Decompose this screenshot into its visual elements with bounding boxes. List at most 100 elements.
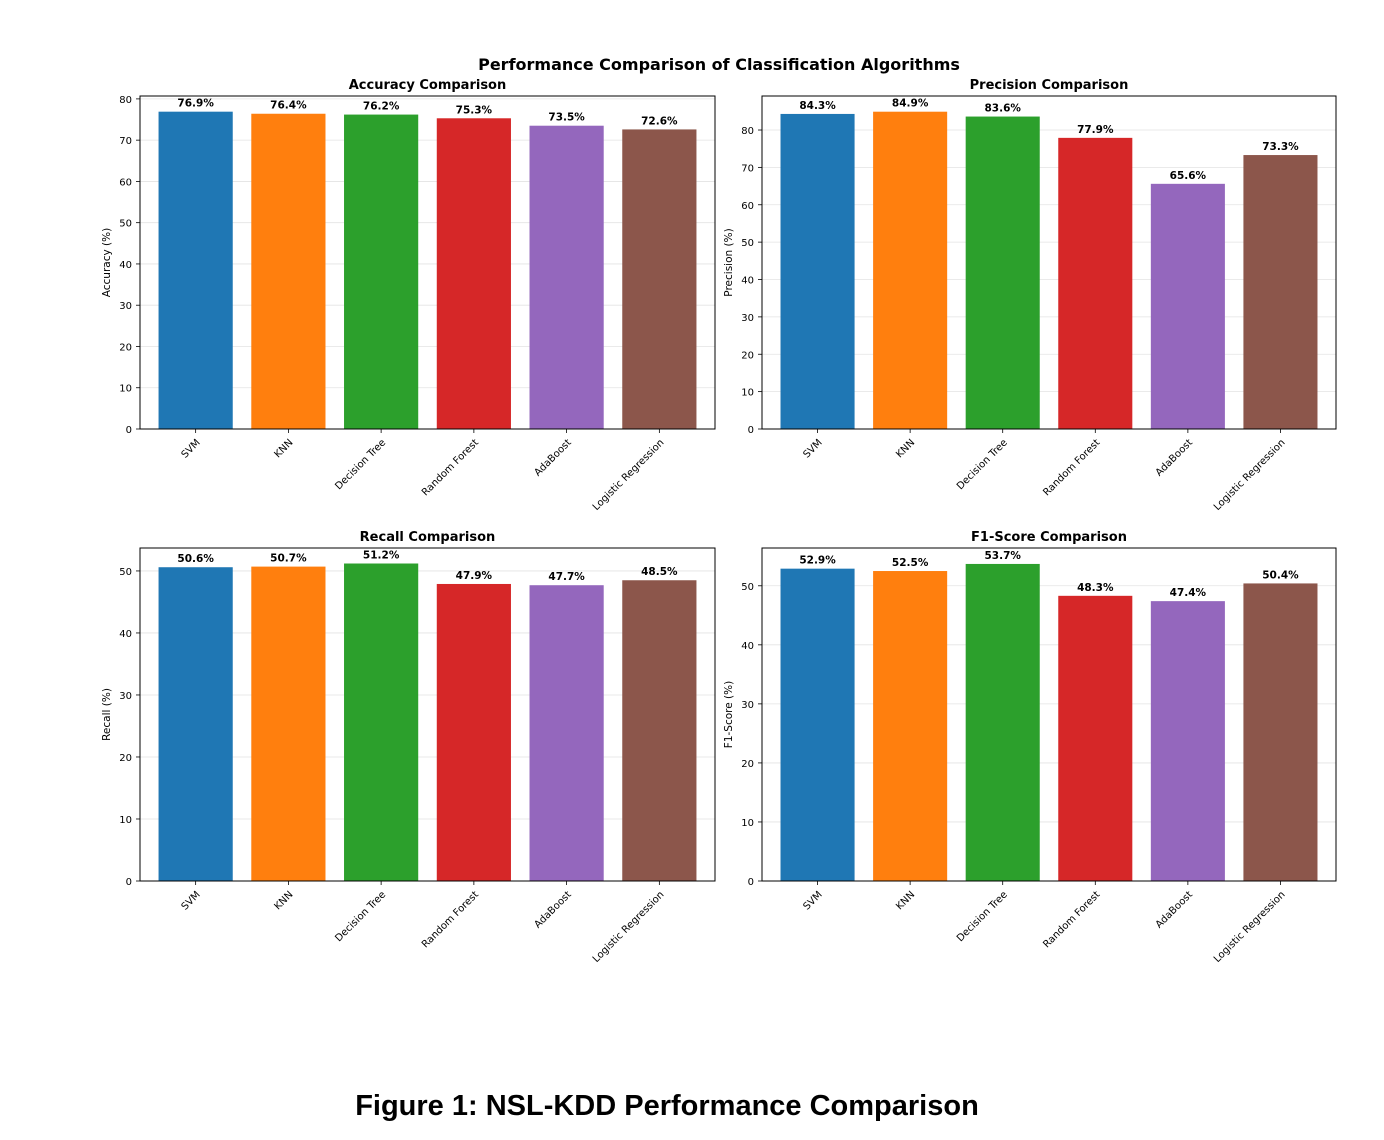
bar: [529, 585, 604, 881]
y-tick-label: 40: [741, 641, 754, 652]
x-tick-label: Logistic Regression: [591, 889, 667, 965]
x-tick-label: Decision Tree: [333, 889, 388, 944]
bar-value-label: 73.5%: [548, 112, 585, 124]
x-tick-label: Random Forest: [1041, 889, 1102, 950]
x-tick-label: SVM: [801, 437, 824, 460]
bar-value-label: 83.6%: [984, 103, 1021, 115]
x-tick-label: AdaBoost: [532, 889, 573, 930]
bar: [251, 566, 326, 881]
y-tick-label: 70: [741, 163, 754, 174]
y-tick-label: 40: [741, 276, 754, 287]
bar-value-label: 50.4%: [1262, 569, 1299, 581]
bar: [1243, 155, 1318, 429]
bar: [344, 563, 419, 881]
y-tick-label: 50: [119, 219, 132, 230]
bar: [344, 114, 419, 429]
x-tick-label: Logistic Regression: [591, 437, 667, 513]
y-axis-label: F1-Score (%): [723, 681, 735, 748]
y-tick-label: 0: [126, 877, 132, 888]
x-tick-label: KNN: [894, 889, 917, 912]
y-tick-label: 10: [119, 384, 132, 395]
bar: [965, 563, 1040, 881]
bar: [1150, 601, 1225, 881]
x-tick-label: KNN: [894, 437, 917, 460]
bar: [436, 118, 511, 429]
bar: [1150, 183, 1225, 429]
y-axis-label: Recall (%): [101, 688, 113, 741]
bar-value-label: 53.7%: [984, 550, 1021, 562]
y-tick-label: 20: [119, 342, 132, 353]
bar: [436, 583, 511, 881]
bar-value-label: 77.9%: [1077, 124, 1114, 136]
x-tick-label: Random Forest: [420, 889, 481, 950]
subplot-title: Recall Comparison: [360, 530, 496, 545]
y-tick-label: 20: [741, 759, 754, 770]
bar-value-label: 76.4%: [270, 100, 307, 112]
bar: [780, 568, 855, 881]
bar: [780, 113, 855, 429]
bar: [873, 571, 948, 881]
bar: [158, 111, 233, 429]
y-tick-label: 40: [119, 629, 132, 640]
f1-chart: 0 10 20 30 40 50 52.9% 52.5% 53.7% 48.3% 47.4% 50.4…: [723, 530, 1337, 965]
y-tick-label: 40: [119, 260, 132, 271]
x-tick-label: AdaBoost: [1154, 437, 1195, 478]
bar-value-label: 47.7%: [548, 571, 585, 583]
x-tick-label: Logistic Regression: [1212, 889, 1288, 965]
bar-value-label: 52.5%: [892, 557, 929, 569]
bar: [965, 116, 1040, 430]
x-tick-label: Decision Tree: [955, 889, 1010, 944]
bar-value-label: 76.9%: [177, 98, 214, 110]
bar: [622, 580, 697, 881]
bar-value-label: 47.9%: [456, 570, 493, 582]
y-tick-label: 0: [126, 425, 132, 436]
bar-value-label: 75.3%: [456, 104, 493, 116]
x-tick-label: Random Forest: [1041, 437, 1102, 498]
x-tick-label: AdaBoost: [532, 437, 573, 478]
axes-frame: [139, 95, 716, 430]
y-tick-label: 80: [741, 126, 754, 137]
x-tick-label: Decision Tree: [333, 437, 388, 492]
bar: [251, 113, 326, 429]
bar-value-label: 52.9%: [799, 555, 836, 567]
x-tick-label: KNN: [273, 437, 296, 460]
x-tick-label: Decision Tree: [955, 437, 1010, 492]
x-tick-label: AdaBoost: [1154, 889, 1195, 930]
x-tick-label: SVM: [180, 437, 203, 460]
y-tick-label: 70: [119, 136, 132, 147]
y-tick-label: 30: [119, 301, 132, 312]
bar-value-label: 84.3%: [799, 100, 836, 112]
y-tick-label: 20: [119, 753, 132, 764]
bar-value-label: 47.4%: [1170, 587, 1207, 599]
figure-title: Performance Comparison of Classification…: [478, 55, 960, 74]
figure-caption: Figure 1: NSL-KDD Performance Comparison: [355, 1090, 979, 1122]
y-tick-label: 50: [741, 582, 754, 593]
bar-value-label: 72.6%: [641, 115, 678, 127]
x-tick-label: KNN: [273, 889, 296, 912]
recall-chart: 0 10 20 30 40 50 50.6% 50.7% 51.2% 47.9% 47.7% 48.5…: [101, 530, 716, 965]
axes-frame: [139, 547, 716, 882]
bar-value-label: 76.2%: [363, 101, 400, 113]
y-tick-label: 20: [741, 350, 754, 361]
y-axis-label: Precision (%): [723, 228, 735, 296]
precision-chart: 0 10 20 30 40 50 60 70 80 84.3% 84.9% 83.6% 77.9% 65.…: [723, 78, 1337, 513]
bar-value-label: 73.3%: [1262, 141, 1299, 153]
bar-value-label: 48.5%: [641, 566, 678, 578]
subplot-title: Precision Comparison: [970, 78, 1129, 93]
bar-value-label: 48.3%: [1077, 582, 1114, 594]
y-tick-label: 10: [741, 818, 754, 829]
y-tick-label: 60: [741, 201, 754, 212]
bar-value-label: 50.7%: [270, 553, 307, 565]
y-tick-label: 30: [741, 313, 754, 324]
y-tick-label: 10: [119, 815, 132, 826]
y-tick-label: 50: [119, 567, 132, 578]
bar: [1243, 583, 1318, 881]
y-tick-label: 10: [741, 388, 754, 399]
bar: [158, 567, 233, 881]
y-axis-label: Accuracy (%): [101, 228, 113, 297]
bar: [622, 129, 697, 429]
y-tick-label: 60: [119, 177, 132, 188]
y-tick-label: 80: [119, 95, 132, 106]
y-tick-label: 30: [119, 691, 132, 702]
